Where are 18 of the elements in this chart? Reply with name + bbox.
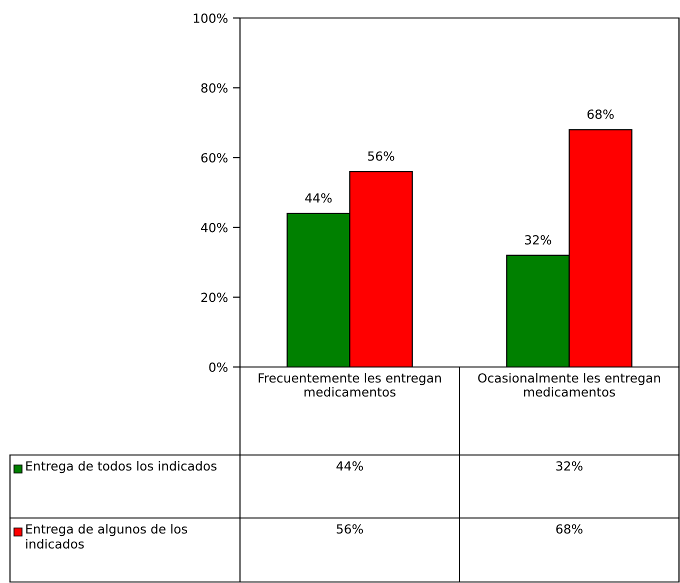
text: 32%	[525, 235, 552, 245]
text: 56%	[368, 151, 394, 161]
x-tick-label: Ocasionalmente les entregan medicamentos	[478, 373, 660, 397]
y-tick-label: 100%	[194, 13, 228, 23]
data-label: 32%	[556, 461, 582, 471]
x-tick-label: Frecuentemente les entregan medicamentos	[258, 373, 441, 397]
y-tick-label: 80%	[201, 83, 228, 93]
data-label: 56%	[336, 524, 363, 534]
y-tick-label: 0%	[209, 362, 228, 372]
data-label: 68%	[556, 524, 582, 534]
y-tick-label: 60%	[201, 153, 228, 163]
text: 44%	[305, 193, 332, 203]
legend-label: Entrega de algunos de los indicados	[26, 524, 188, 549]
data-label: 44%	[336, 461, 363, 471]
text: 68%	[588, 109, 614, 119]
y-tick-label: 20%	[201, 292, 228, 302]
legend-label: Entrega de todos los indicados	[26, 461, 216, 474]
y-tick-label: 40%	[201, 222, 228, 232]
